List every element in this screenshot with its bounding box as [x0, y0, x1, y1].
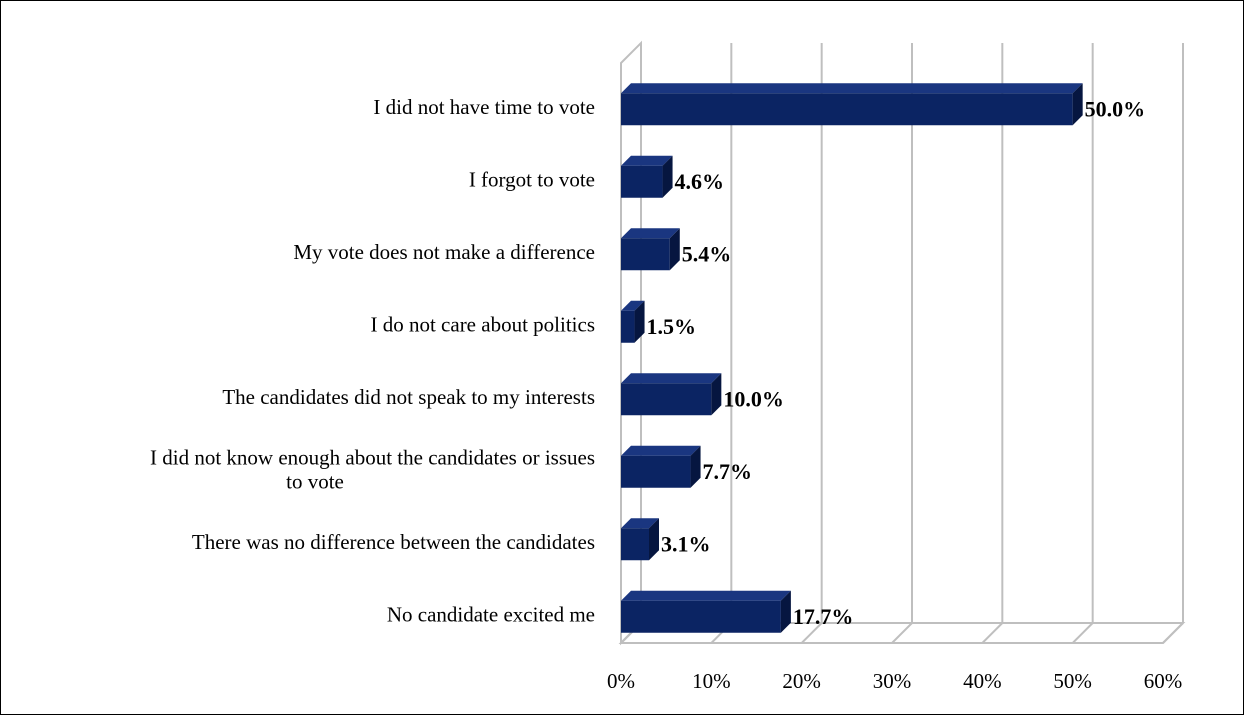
bar-side [649, 518, 660, 561]
data-label: 17.7% [793, 604, 854, 629]
data-label: 3.1% [661, 531, 711, 556]
x-tick-label: 40% [963, 669, 1002, 693]
data-label: 7.7% [703, 459, 753, 484]
floor-gridline [1071, 622, 1094, 644]
category-label: There was no difference between the cand… [192, 530, 595, 554]
bar-side [634, 300, 645, 343]
data-labels: 50.0% 4.6% 5.4% 1.5% 10.0% 7.7% 3.1% 17.7% [647, 96, 1146, 629]
bar-side [669, 228, 680, 271]
bar-side [1072, 83, 1083, 126]
data-label: 4.6% [675, 169, 725, 194]
bar [621, 528, 650, 561]
category-label: The candidates did not speak to my inter… [222, 385, 595, 409]
data-label: 50.0% [1085, 96, 1146, 121]
data-label: 1.5% [647, 314, 697, 339]
floor-gridline [1162, 622, 1184, 644]
x-tick-label: 50% [1053, 669, 1092, 693]
bar [621, 238, 670, 271]
category-label: I forgot to vote [469, 168, 595, 192]
x-tick-label: 0% [607, 669, 635, 693]
bar-top [621, 83, 1083, 94]
bar [621, 455, 691, 488]
category-label: No candidate excited me [387, 603, 595, 627]
bars [621, 83, 1083, 633]
category-label: I did not know enough about the candidat… [150, 446, 595, 494]
bar [621, 165, 663, 198]
bar-side [662, 155, 673, 198]
x-tick-labels: 0% 10% 20% 30% 40% 50% 60% [607, 669, 1182, 693]
bar-top [621, 445, 701, 456]
bar [621, 93, 1073, 126]
category-label: I did not have time to vote [373, 95, 595, 119]
bar-top [621, 300, 645, 311]
x-tick-label: 10% [692, 669, 731, 693]
gridlines [620, 43, 1184, 644]
bar [621, 310, 635, 343]
bar-top [621, 590, 791, 601]
x-tick-label: 30% [873, 669, 912, 693]
floor-gridline [891, 622, 913, 644]
bar-top [621, 373, 722, 384]
bar [621, 600, 781, 633]
category-labels: I did not have time to vote I forgot to v… [150, 95, 595, 627]
x-tick-label: 20% [782, 669, 821, 693]
bar-top [621, 228, 680, 239]
bar-side [711, 373, 722, 416]
bar-top [621, 155, 673, 166]
floor-gridline [981, 622, 1004, 644]
bar-side [780, 590, 791, 633]
bar-side [690, 445, 701, 488]
floor-gridline [800, 622, 823, 644]
bar-top [621, 518, 660, 529]
data-label: 10.0% [723, 386, 784, 411]
category-label: My vote does not make a difference [293, 240, 595, 264]
category-label: I do not care about politics [370, 313, 595, 337]
x-tick-label: 60% [1144, 669, 1183, 693]
data-label: 5.4% [682, 241, 732, 266]
bar [621, 383, 712, 416]
